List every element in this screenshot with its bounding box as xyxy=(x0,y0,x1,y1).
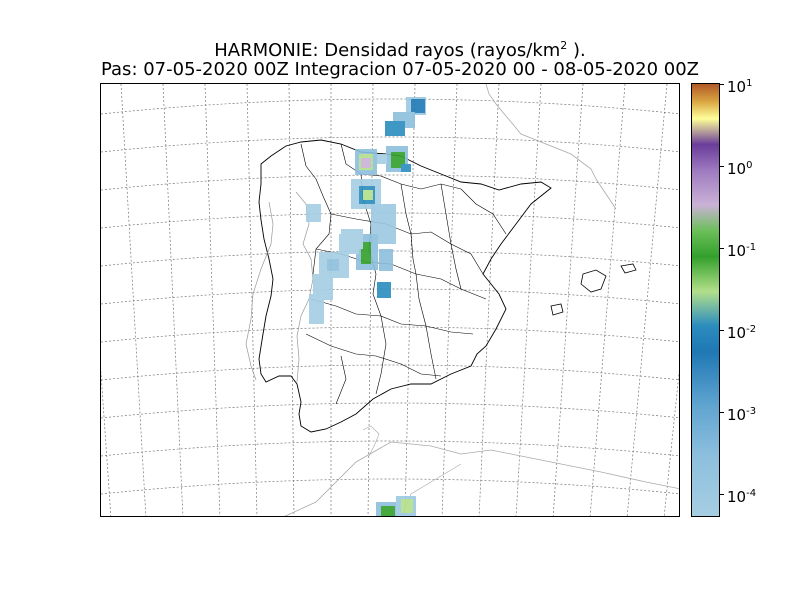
france-coast xyxy=(485,84,617,210)
colorbar-tick xyxy=(719,248,724,249)
portugal-coast xyxy=(245,201,274,381)
map-panel xyxy=(100,83,680,517)
colorbar-label-base: 10 xyxy=(727,488,747,506)
mallorca xyxy=(580,269,607,293)
colorbar-label-base: 10 xyxy=(727,324,747,342)
colorbar-label-base: 10 xyxy=(727,160,747,178)
title-unit-exponent: 2 xyxy=(560,39,568,52)
map-subtitle: Pas: 07-05-2020 00Z Integracion 07-05-20… xyxy=(100,59,699,80)
ibiza xyxy=(550,303,564,316)
colorbar-tick xyxy=(719,330,724,331)
colorbar-label-base: 10 xyxy=(727,78,747,96)
colorbar-label: 10-4 xyxy=(727,486,756,505)
colorbar-label: 10-1 xyxy=(727,240,756,259)
colorbar-tick xyxy=(719,412,724,413)
colorbar-tick xyxy=(719,84,724,85)
colorbar-label: 101 xyxy=(727,76,752,95)
map-title: HARMONIE: Densidad rayos (rayos/km2 ). xyxy=(0,35,800,62)
graticule xyxy=(101,84,679,516)
colorbar-label: 100 xyxy=(727,158,752,177)
iberia-outline xyxy=(258,139,552,433)
gibraltar-detail xyxy=(362,425,380,457)
title-text: HARMONIE: Densidad rayos (rayos/km xyxy=(214,40,561,61)
colorbar-label-base: 10 xyxy=(727,242,747,260)
colorbar-label: 10-2 xyxy=(727,322,756,341)
lightning-density xyxy=(306,97,426,516)
colorbar-label-exponent: -1 xyxy=(746,242,757,253)
colorbar-label-exponent: 1 xyxy=(746,78,753,89)
colorbar-label-exponent: 0 xyxy=(746,160,753,171)
colorbar-label-exponent: -2 xyxy=(746,324,757,335)
colorbar-label-base: 10 xyxy=(727,406,747,424)
colorbar-tick xyxy=(719,166,724,167)
province-borders xyxy=(300,143,507,405)
colorbar xyxy=(691,83,720,517)
colorbar-label: 10-3 xyxy=(727,404,756,423)
title-suffix: ). xyxy=(567,40,586,61)
colorbar-tick xyxy=(719,494,724,495)
north-africa-coast xyxy=(284,441,679,516)
colorbar-label-exponent: -3 xyxy=(746,406,757,417)
colorbar-label-exponent: -4 xyxy=(746,488,757,499)
menorca xyxy=(620,263,637,274)
map-canvas xyxy=(101,84,679,516)
